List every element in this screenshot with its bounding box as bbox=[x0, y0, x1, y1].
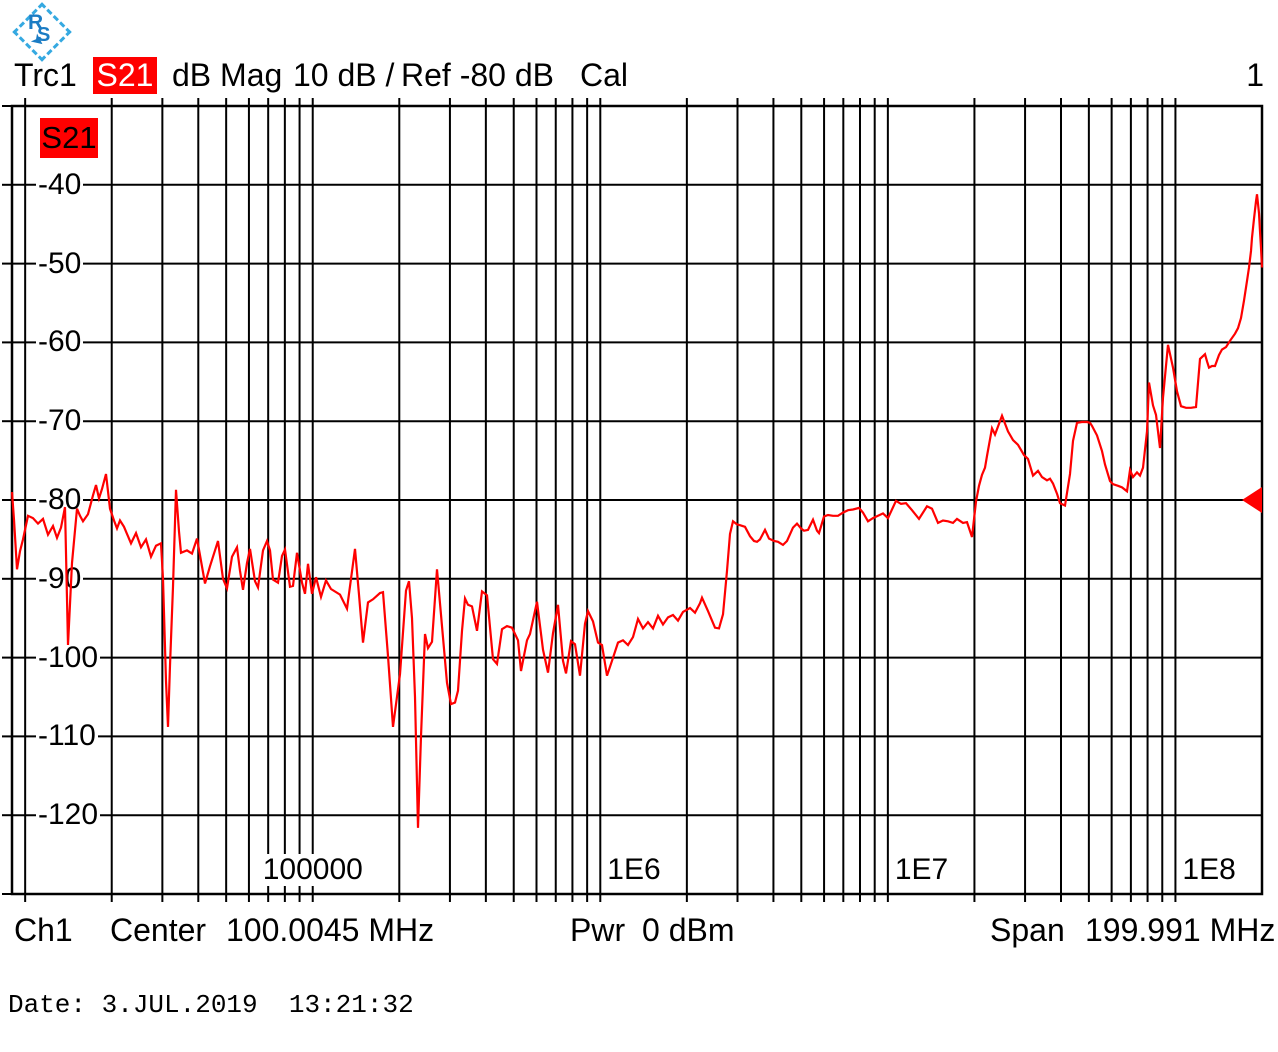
y-axis-tick-label: -80 bbox=[36, 483, 84, 516]
x-axis-tick-label: 1E7 bbox=[892, 853, 951, 886]
x-axis-tick-label: 1E6 bbox=[605, 853, 663, 886]
y-axis-tick-label: -90 bbox=[36, 561, 84, 595]
power-label: Pwr bbox=[570, 912, 626, 948]
y-axis-tick-label: -110 bbox=[36, 719, 98, 753]
cal-status-label: Cal bbox=[580, 57, 629, 93]
trace-parameter-badge: S21 bbox=[93, 57, 157, 94]
trace-s21 bbox=[10, 194, 1264, 828]
trace-header-row: Trc1 S21 dB Mag 10 dB / Ref -80 dB Cal 1 bbox=[0, 57, 1278, 97]
logo-letters: R S ➤ bbox=[28, 11, 51, 51]
plot-border bbox=[10, 104, 1264, 896]
center-value: 100.0045 MHz bbox=[226, 912, 435, 948]
trace-number-label: 1 bbox=[1246, 57, 1264, 93]
span-label: Span bbox=[990, 912, 1065, 948]
y-axis-tick-label: -70 bbox=[36, 404, 84, 438]
channel-settings-row: Ch1 Center 100.0045 MHz Pwr 0 dBm Span 1… bbox=[0, 912, 1278, 952]
y-axis-tick-label: -40 bbox=[36, 167, 84, 201]
trace-ref-label: Ref -80 dB bbox=[401, 57, 554, 93]
span-value: 199.991 MHz bbox=[1085, 912, 1276, 948]
rs-logo-icon: R S ➤ bbox=[8, 2, 72, 62]
trace-tag-badge: S21 bbox=[40, 118, 98, 158]
center-label: Center bbox=[110, 912, 207, 948]
y-axis-tick-label: -60 bbox=[36, 325, 84, 359]
y-axis-tick-label: -100 bbox=[36, 640, 101, 674]
y-axis-tick-label: -50 bbox=[36, 246, 84, 280]
y-axis-tick-label: -120 bbox=[36, 798, 101, 832]
power-value: 0 dBm bbox=[642, 912, 735, 948]
trace-scale-label: 10 dB / bbox=[293, 57, 395, 93]
channel-name-label: Ch1 bbox=[14, 912, 73, 948]
trace-format-label: dB Mag bbox=[172, 57, 283, 93]
ref-level-marker-icon bbox=[1242, 487, 1262, 513]
x-axis-tick-label: 100000 bbox=[260, 853, 365, 886]
trace-name-label: Trc1 bbox=[14, 57, 77, 93]
x-axis-tick-label: 1E8 bbox=[1180, 853, 1238, 886]
datetime-stamp: Date: 3.JUL.2019 13:21:32 bbox=[8, 990, 414, 1020]
